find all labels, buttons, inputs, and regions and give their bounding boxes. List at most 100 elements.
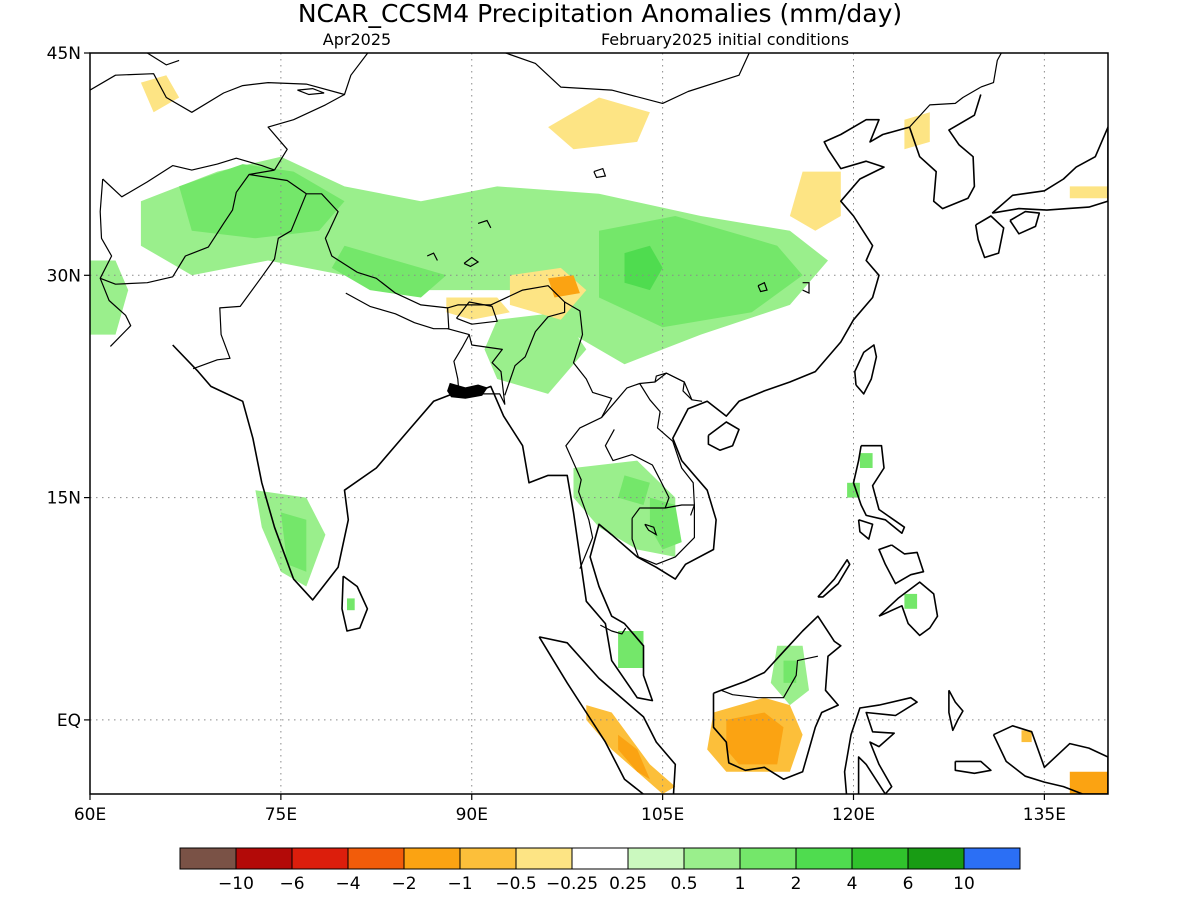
colorbar-label: −4 xyxy=(335,874,360,894)
anomaly-region-halmahera-dry xyxy=(1021,730,1032,743)
colorbar-label: 1 xyxy=(735,874,746,894)
x-tick-label: 75E xyxy=(265,805,297,825)
anomaly-region-tibet-east-dry-core xyxy=(548,275,580,298)
lake-tonle-sap xyxy=(644,523,658,537)
colorbar-swatch xyxy=(403,847,461,870)
anomaly-region-assam-wet xyxy=(484,312,587,394)
border-myanmar-china xyxy=(564,301,613,418)
anomaly-region-mongolia-dry xyxy=(548,97,650,150)
anomaly-region-borneo-dry-core xyxy=(726,712,784,765)
anomaly-region-himalaya-wet xyxy=(331,245,447,298)
anomaly-region-sichuan-wet-core xyxy=(624,245,663,291)
lake-tibet-lake-3 xyxy=(477,219,492,229)
border-china-mongolia xyxy=(503,53,750,105)
coastline-india-arabian-coast xyxy=(172,118,910,702)
coastline-seram xyxy=(954,760,992,775)
anomaly-region-malaya-wet xyxy=(618,631,644,668)
anomaly-region-indochina-wet xyxy=(573,460,676,557)
colorbar-swatch xyxy=(683,847,741,870)
colorbar-label: 4 xyxy=(847,874,858,894)
figure-title: NCAR_CCSM4 Precipitation Anomalies (mm/d… xyxy=(298,0,902,28)
colorbar-swatch xyxy=(627,847,685,870)
anomaly-region-north-border-dry xyxy=(230,53,358,76)
colorbar-label: −1 xyxy=(447,874,472,894)
colorbar-swatch xyxy=(795,847,853,870)
anomaly-region-borneo-north-wet-2 xyxy=(783,660,797,683)
colorbar-swatch xyxy=(291,847,349,870)
anomaly-region-central-india-dry xyxy=(306,401,396,431)
coastline-sri-lanka xyxy=(341,575,369,632)
colorbar-label: 6 xyxy=(903,874,914,894)
anomaly-region-korea-dry-2 xyxy=(904,112,930,150)
delta-ganges-delta xyxy=(447,382,488,399)
anomaly-region-cambodia-wet xyxy=(649,497,682,550)
lake-poyang xyxy=(802,282,810,295)
border-malaysia-thai xyxy=(600,624,627,635)
anomaly-region-japan-dry xyxy=(1069,186,1108,199)
anomaly-region-indochina-wet-2 xyxy=(618,475,650,505)
colorbar-label: −0.25 xyxy=(546,874,598,894)
lake-caspian-tip xyxy=(146,53,180,66)
lake-dongting xyxy=(757,281,768,293)
anomaly-region-shandong-dry xyxy=(789,171,841,231)
colorbar-swatch xyxy=(907,847,965,870)
colorbar-label: 0.25 xyxy=(609,874,647,894)
anomaly-region-mindanao-wet xyxy=(904,593,918,609)
anomaly-region-luzon-wet xyxy=(859,453,873,468)
colorbar-swatch xyxy=(571,847,629,870)
border-cambodia xyxy=(631,504,696,565)
y-tick-label: EQ xyxy=(57,711,81,731)
y-tick-label: 15N xyxy=(47,489,81,509)
border-india-pak xyxy=(192,193,307,370)
coastline-japan-shikoku xyxy=(1009,210,1041,235)
map-area xyxy=(89,52,1109,795)
border-bangladesh xyxy=(447,328,506,405)
anomaly-region-kerala-wet xyxy=(280,512,307,572)
colorbar-label: −10 xyxy=(218,874,254,894)
coastline-layer xyxy=(90,53,1108,794)
anomaly-region-uzbek-dry xyxy=(140,75,180,113)
lake-tibet-lake-2 xyxy=(463,256,480,268)
border-china-russia-ne xyxy=(980,53,1002,88)
border-kashmir xyxy=(249,173,358,273)
colorbar: −10 −6 −4 −2 −1 −0.5 −0.25 0.25 0.5 1 2 4 6 10 xyxy=(179,847,1021,894)
anomaly-layer xyxy=(90,53,1108,794)
colorbar-swatch xyxy=(179,847,237,870)
coastline-halmahera xyxy=(948,689,964,732)
x-tick-label: 120E xyxy=(832,805,875,825)
anomaly-region-afghan-wet xyxy=(90,260,129,335)
colorbar-swatch xyxy=(459,847,517,870)
map-frame xyxy=(89,52,1109,795)
colorbar-swatch xyxy=(739,847,797,870)
coastline-luzon xyxy=(852,444,906,535)
border-pak-afg xyxy=(99,169,275,285)
colorbar-label: −6 xyxy=(279,874,304,894)
x-tick-label: 105E xyxy=(641,805,684,825)
border-china-west xyxy=(267,93,345,171)
colorbar-swatch xyxy=(235,847,293,870)
colorbar-label: −2 xyxy=(391,874,416,894)
axis-labels: 60E 75E 90E 105E 120E 135E EQ 15N 30N 45N xyxy=(47,44,1066,825)
x-tick-label: 60E xyxy=(74,805,106,825)
x-tick-label: 135E xyxy=(1023,805,1066,825)
colorbar-swatch xyxy=(347,847,405,870)
colorbar-swatch xyxy=(963,847,1021,870)
border-china-korea xyxy=(909,86,982,128)
anomaly-region-inner-mongolia-dry xyxy=(420,53,574,91)
coastline-sulawesi xyxy=(843,696,918,794)
anomaly-region-ne-border-dry xyxy=(980,53,1058,76)
colorbar-label: 10 xyxy=(953,874,975,894)
border-myanmar-thai xyxy=(565,417,602,569)
coastline-mindoro xyxy=(857,519,874,540)
colorbar-swatch xyxy=(515,847,573,870)
border-thai-laos xyxy=(604,429,670,509)
anomaly-region-karakoram-wet xyxy=(179,164,345,239)
x-tick-label: 90E xyxy=(456,805,488,825)
y-tick-label: 30N xyxy=(47,266,81,286)
border-afg-north xyxy=(102,157,275,198)
forecast-month-label: Apr2025 xyxy=(323,30,391,49)
colorbar-label: 0.5 xyxy=(670,874,697,894)
border-iran-afg xyxy=(99,178,132,347)
initial-conditions-label: February2025 initial conditions xyxy=(601,30,849,49)
anomaly-region-turkmen-dry xyxy=(191,112,256,150)
